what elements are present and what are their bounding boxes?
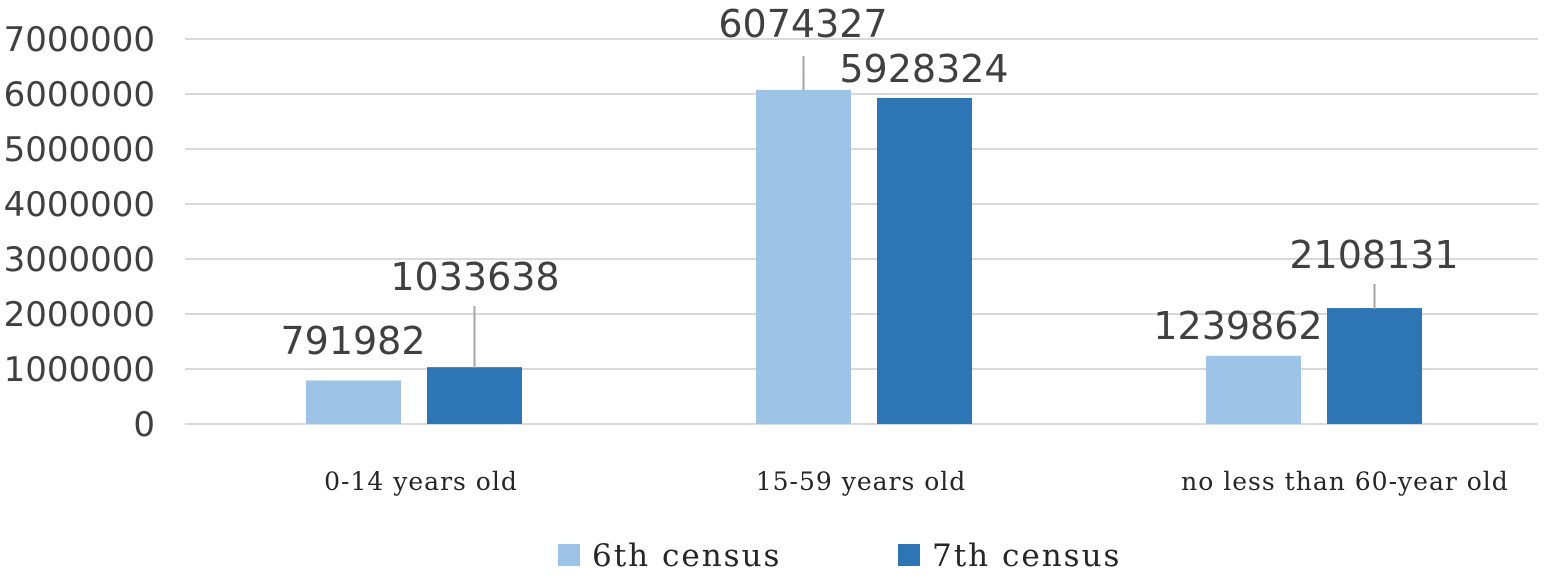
y-tick-label: 1000000 (4, 350, 155, 390)
bar-6th-census-2 (1206, 355, 1301, 424)
legend-label: 6th census (592, 538, 781, 574)
y-tick-label: 0 (133, 405, 155, 445)
x-axis-category-labels: 0-14 years old 15-59 years old no less tha… (324, 467, 1509, 496)
y-tick-label: 3000000 (4, 240, 155, 280)
bar-7th-census-2 (1327, 308, 1422, 424)
data-label: 791982 (280, 319, 425, 363)
y-tick-label: 4000000 (4, 185, 155, 225)
data-label: 1033638 (390, 255, 559, 299)
label-leader-lines (473, 56, 1376, 368)
x-category-label: 15-59 years old (756, 467, 967, 496)
data-label: 5928324 (839, 47, 1008, 91)
x-category-label: 0-14 years old (324, 467, 518, 496)
legend-swatch (558, 544, 580, 566)
x-category-label: no less than 60-year old (1181, 467, 1509, 496)
bars (306, 89, 1422, 425)
data-label: 1239862 (1153, 304, 1322, 348)
bar-7th-census-0 (427, 367, 522, 424)
y-axis-tick-labels: 0 1000000 2000000 3000000 4000000 5000000 6000… (4, 20, 155, 445)
legend: 6th census 7th census (558, 538, 1121, 574)
bar-6th-census-0 (306, 380, 401, 424)
y-tick-label: 5000000 (4, 130, 155, 170)
legend-label: 7th census (932, 538, 1121, 574)
y-tick-label: 7000000 (4, 20, 155, 60)
data-label: 6074327 (718, 2, 887, 46)
gridlines (185, 38, 1538, 425)
legend-swatch (898, 544, 920, 566)
y-tick-label: 2000000 (4, 295, 155, 335)
bar-7th-census-1 (877, 97, 972, 425)
y-tick-label: 6000000 (4, 75, 155, 115)
data-label: 2108131 (1289, 233, 1458, 277)
bar-6th-census-1 (756, 89, 851, 424)
